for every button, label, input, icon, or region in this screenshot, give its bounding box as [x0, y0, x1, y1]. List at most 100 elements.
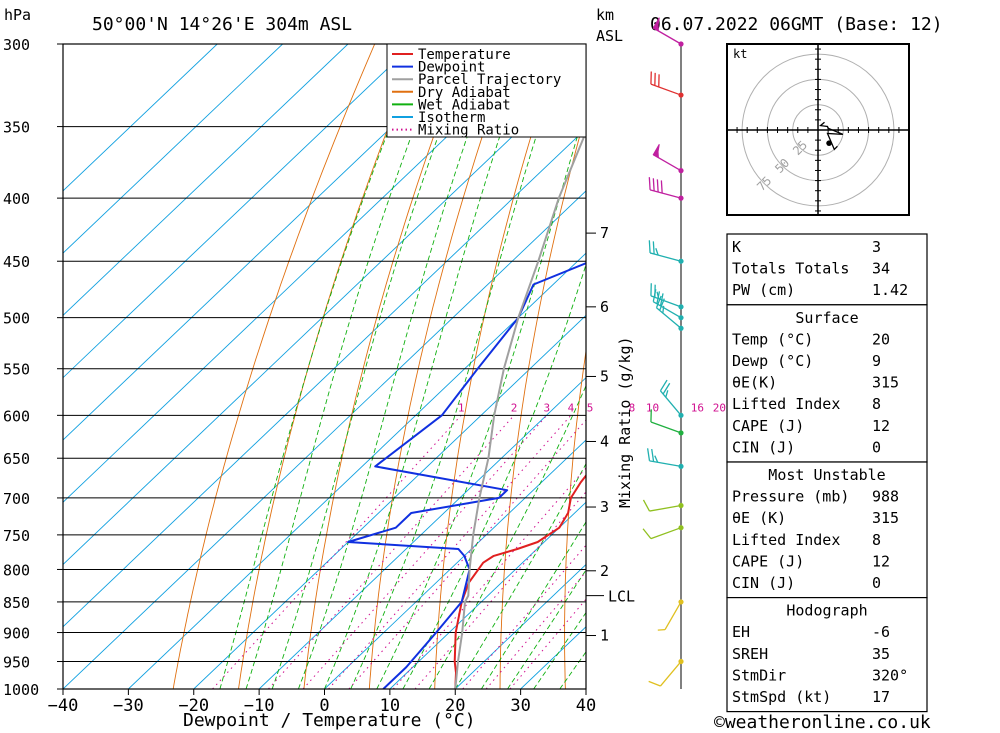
isotherm-line: [128, 252, 586, 689]
dry-adiabat-line: [368, 44, 515, 689]
temperature-tick-label: 20: [445, 696, 465, 716]
wind-barb-feather: [662, 382, 671, 395]
mixing-ratio-label: 3: [544, 401, 551, 414]
unstable-index-label: Lifted Index: [732, 531, 840, 549]
dry-adiabat-line: [965, 44, 1000, 689]
wind-barb-shaft: [649, 460, 682, 468]
wind-barb-feather: [656, 291, 661, 304]
temperature-tick-label: 10: [380, 696, 400, 716]
unstable-index-label: Pressure (mb): [732, 488, 849, 506]
wind-barb-shaft: [649, 189, 682, 199]
location-title: 50°00'N 14°26'E 304m ASL: [92, 14, 352, 35]
profile-series: [347, 129, 586, 689]
isotherm-line: [389, 501, 586, 689]
mixing-ratio-label: 8: [629, 401, 636, 414]
isotherm-line: [63, 44, 218, 192]
height-unit-label-asl: ASL: [596, 27, 623, 45]
isotherm-line: [324, 439, 586, 689]
general-index-value: 34: [872, 260, 890, 278]
dry-adiabat-line: [238, 44, 422, 689]
wind-barb-feather: [648, 680, 661, 687]
unstable-index-label: CAPE (J): [732, 552, 804, 570]
pressure-tick-label: 500: [3, 310, 30, 328]
wind-barb-feather: [655, 248, 659, 256]
wind-barb-feather: [642, 528, 652, 540]
wind-barb-feather: [655, 295, 662, 308]
parcel-trajectory-line: [454, 129, 586, 689]
hodograph-index-value: 35: [872, 645, 890, 663]
legend-box: [386, 43, 587, 138]
hodograph-index-value: 320°: [872, 666, 908, 684]
indices-table: K 3 Totals Totals 34 PW (cm) 1.42 Surface Temp …: [726, 233, 928, 713]
wind-barb-feather: [652, 241, 655, 255]
mixing-ratio-line: [302, 415, 548, 689]
temperature-tick-label: −30: [113, 696, 144, 716]
isotherm-line: [63, 44, 349, 317]
wind-level-dot: [678, 315, 684, 321]
isotherm-line: [63, 65, 586, 566]
surface-index-title: Surface: [795, 309, 858, 327]
wind-barb-shaft: [650, 527, 682, 540]
temperature-tick-label: 30: [510, 696, 530, 716]
wind-level-dot: [678, 41, 684, 47]
surface-index-box: [726, 304, 928, 463]
surface-index-value: 0: [872, 438, 881, 456]
wind-profile: [642, 17, 684, 689]
mixing-ratio-label: 1: [458, 401, 465, 414]
dry-adiabat-line: [627, 44, 699, 689]
unstable-index-value: 12: [872, 552, 890, 570]
temperature-tick-label: −20: [178, 696, 209, 716]
copyright-footer: ©weatheronline.co.uk: [714, 712, 931, 733]
right-axis-title: Mixing Ratio (g/kg): [616, 336, 634, 508]
legend-label: Dry Adiabat: [418, 85, 511, 101]
skewt-plot-area: 12345810162025 3003504004505005506006507…: [3, 36, 1000, 716]
hodograph-index-box: [726, 596, 928, 713]
hodograph-index-value: -6: [872, 623, 890, 641]
wet-adiabat-line: [219, 44, 424, 689]
unstable-index-value: 8: [872, 531, 881, 549]
pressure-unit-label: hPa: [4, 6, 31, 24]
isotherm-line: [63, 128, 586, 628]
dry-adiabat-line: [172, 44, 376, 689]
mixing-ratio-line: [268, 415, 515, 689]
hodograph-index-label: StmSpd (kt): [732, 688, 831, 706]
wind-level-dot: [678, 599, 684, 605]
pressure-tick-label: 750: [3, 527, 30, 545]
surface-index-label: Temp (°C): [732, 330, 813, 348]
dry-adiabat-line: [499, 111, 586, 689]
legend-label: Isotherm: [418, 110, 485, 126]
mixing-ratio-label: 5: [587, 401, 594, 414]
wind-barb-feather: [665, 390, 669, 398]
mixing-ratio-label: 2: [511, 401, 518, 414]
height-tick-label: 4: [600, 432, 609, 450]
mixing-ratio-label: 20: [713, 401, 726, 414]
legend-label: Dewpoint: [418, 60, 485, 76]
valid-time-title: 06.07.2022 06GMT (Base: 12): [650, 14, 943, 35]
dewpoint-line: [347, 262, 586, 689]
unstable-index-value: 0: [872, 574, 881, 592]
unstable-index-title: Most Unstable: [768, 466, 885, 484]
pressure-tick-label: 600: [3, 407, 30, 425]
wind-barb-shaft: [664, 601, 682, 630]
mixing-ratio-labels: 12345810162025: [458, 401, 749, 414]
pressure-tick-label: 450: [3, 253, 30, 271]
wind-barb-shaft: [659, 661, 682, 687]
isotherm-line: [63, 44, 545, 503]
general-index-value: 3: [872, 238, 881, 256]
mixing-ratio-label: 16: [691, 401, 704, 414]
wind-barb-feather: [660, 180, 663, 194]
hodograph-index-label: SREH: [732, 645, 768, 663]
height-tick-label: 5: [600, 367, 609, 385]
wind-level-dot: [678, 658, 684, 665]
height-tick-label: 7: [600, 224, 609, 242]
surface-index-value: 9: [872, 352, 881, 370]
hodograph-index-title: Hodograph: [786, 602, 867, 620]
surface-index-label: Dewp (°C): [732, 352, 813, 370]
wind-level-dot: [678, 463, 684, 469]
wind-level-dot: [678, 168, 684, 174]
pressure-tick-label: 650: [3, 450, 30, 468]
pressure-axis: 300 350 400 450 500 550 600 650 700 750 800 850 900 9…: [3, 36, 63, 699]
